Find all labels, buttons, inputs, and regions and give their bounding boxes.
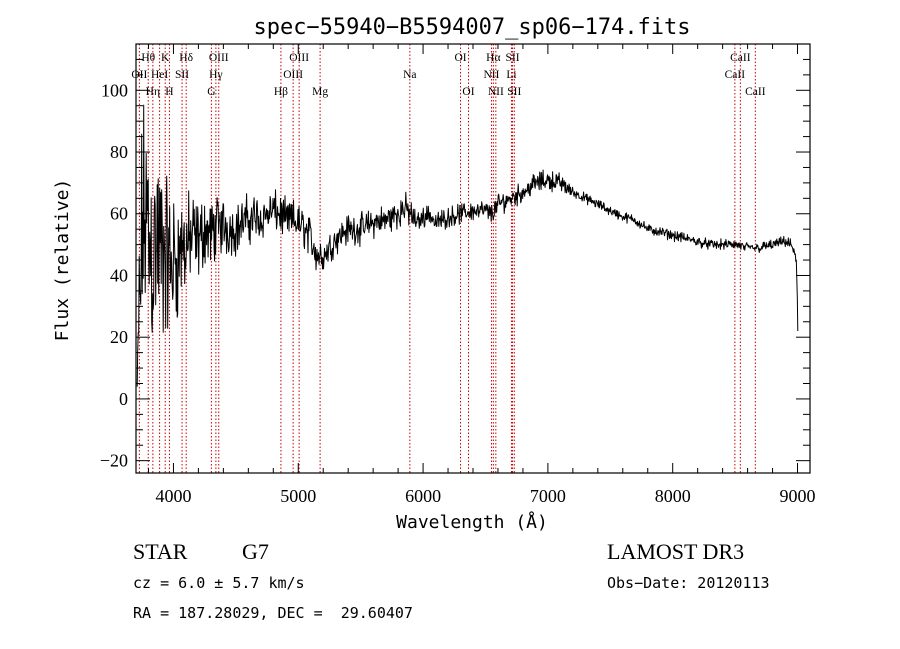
line-marker-label: CaII bbox=[745, 86, 766, 98]
plot-frame bbox=[135, 43, 811, 474]
line-marker-label: OIII bbox=[289, 52, 309, 64]
line-marker-label: Hδ bbox=[179, 52, 193, 64]
x-tick-label: 7000 bbox=[530, 486, 566, 506]
coordinates: RA = 187.28029, DEC = 29.60407 bbox=[133, 604, 413, 622]
x-tick-label: 8000 bbox=[655, 486, 691, 506]
y-tick-label: 20 bbox=[110, 327, 128, 347]
line-marker-label: Hα bbox=[486, 52, 500, 64]
line-markers bbox=[138, 44, 756, 473]
line-marker-label: Li bbox=[506, 69, 516, 81]
axis-ticks bbox=[136, 43, 810, 473]
line-marker-label: CaII bbox=[725, 69, 746, 81]
line-marker-label: Mg bbox=[312, 86, 328, 98]
line-marker-label: OIII bbox=[283, 69, 303, 81]
x-tick-label: 9000 bbox=[780, 486, 816, 506]
line-marker-label: G bbox=[207, 86, 215, 98]
y-tick-labels: −20 0 20 40 60 80 100 bbox=[100, 80, 128, 470]
line-marker-label: Hη bbox=[146, 86, 160, 98]
line-marker-label: SII bbox=[507, 86, 521, 98]
line-marker-label: OI bbox=[454, 52, 466, 64]
y-tick-label: 0 bbox=[119, 389, 128, 409]
x-axis-label: Wavelength (Å) bbox=[396, 511, 548, 533]
obs-date: Obs−Date: 20120113 bbox=[607, 574, 770, 592]
line-marker-label: NII bbox=[488, 86, 504, 98]
line-marker-label: OI bbox=[462, 86, 474, 98]
survey-name: LAMOST DR3 bbox=[607, 539, 745, 564]
object-subclass: G7 bbox=[242, 539, 269, 564]
line-marker-label: Na bbox=[403, 69, 416, 81]
line-marker-label: OIII bbox=[209, 52, 229, 64]
y-tick-label: 60 bbox=[110, 204, 128, 224]
line-marker-label: HeI bbox=[151, 69, 168, 81]
line-marker-label: H bbox=[165, 86, 173, 98]
x-tick-label: 4000 bbox=[155, 486, 191, 506]
line-marker-label: Hβ bbox=[274, 86, 288, 98]
y-axis-label: Flux (relative) bbox=[52, 179, 73, 342]
x-tick-label: 5000 bbox=[280, 486, 316, 506]
line-marker-label: NII bbox=[483, 69, 499, 81]
y-tick-label: −20 bbox=[100, 451, 128, 471]
line-marker-label: CaII bbox=[730, 52, 751, 64]
x-tick-label: 6000 bbox=[405, 486, 441, 506]
y-tick-label: 100 bbox=[101, 80, 128, 100]
object-class: STAR bbox=[133, 539, 188, 564]
chart-title: spec−55940−B5594007_sp06−174.fits bbox=[253, 15, 690, 40]
y-tick-label: 40 bbox=[110, 265, 128, 285]
y-tick-label: 80 bbox=[110, 142, 128, 162]
spectrum-line bbox=[136, 104, 799, 387]
x-tick-labels: 4000 5000 6000 7000 8000 9000 bbox=[155, 486, 815, 506]
line-marker-label: Hθ bbox=[141, 52, 155, 64]
line-marker-label: SII bbox=[506, 52, 520, 64]
line-marker-label: Hγ bbox=[209, 69, 222, 81]
line-marker-label: K bbox=[161, 52, 170, 64]
redshift-readout: cz = 6.0 ± 5.7 km/s bbox=[133, 574, 305, 592]
line-marker-label: SII bbox=[175, 69, 189, 81]
